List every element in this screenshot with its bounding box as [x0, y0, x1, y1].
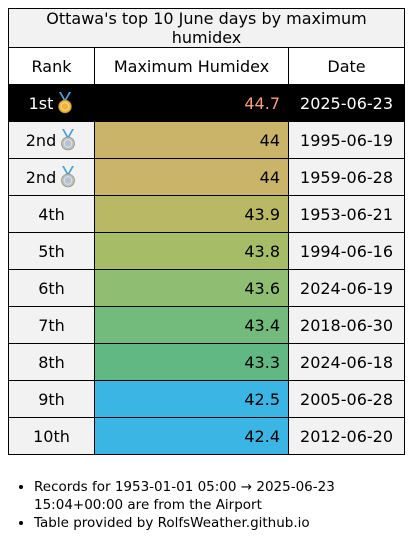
humidex-value-cell: 44: [94, 121, 289, 159]
humidex-value-cell: 44: [94, 158, 289, 196]
gold-medal-icon: [53, 92, 74, 114]
rank-cell: 10th: [8, 417, 95, 455]
rank-cell: 5th: [8, 232, 95, 270]
rank-cell: 1st: [8, 84, 95, 122]
note-item: Records for 1953-01-01 05:00 → 2025-06-2…: [34, 478, 404, 514]
rank-label: 7th: [38, 315, 65, 335]
humidex-value-cell: 43.9: [94, 195, 289, 233]
humidex-value-cell: 43.6: [94, 269, 289, 307]
table-row: 7th 43.4 2018-06-30: [8, 306, 406, 344]
silver-medal-icon: [56, 166, 77, 188]
humidex-value-cell: 44.7: [94, 84, 289, 122]
rank-label: 10th: [33, 426, 70, 446]
rank-label: 4th: [38, 204, 65, 224]
rank-label: 2nd: [25, 168, 57, 187]
humidex-value-cell: 42.4: [94, 417, 289, 455]
rank-cell: 2nd: [8, 121, 95, 159]
humidex-value-cell: 43.8: [94, 232, 289, 270]
header-rank: Rank: [8, 47, 95, 85]
date-cell: 2024-06-18: [287, 343, 406, 381]
rank-cell: 7th: [8, 306, 95, 344]
table-row: 1st 44.7 2025-06-23: [8, 84, 406, 122]
rank-cell: 2nd: [8, 158, 95, 196]
date-cell: 2005-06-28: [287, 380, 406, 418]
rank-cell: 6th: [8, 269, 95, 307]
humidex-value-cell: 42.5: [94, 380, 289, 418]
table-row: 2nd 44 1959-06-28: [8, 158, 406, 196]
table-row: 8th 43.3 2024-06-18: [8, 343, 406, 381]
rank-label: 9th: [38, 389, 65, 409]
rank-label: 8th: [38, 352, 65, 372]
table-title: Ottawa's top 10 June days by maximum hum…: [7, 8, 406, 48]
humidex-table-container: Ottawa's top 10 June days by maximum hum…: [7, 8, 406, 455]
silver-medal-icon: [56, 129, 77, 151]
header-maximum-humidex: Maximum Humidex: [94, 47, 289, 85]
date-cell: 1994-06-16: [287, 232, 406, 270]
date-cell: 2012-06-20: [287, 417, 406, 455]
date-cell: 1953-06-21: [287, 195, 406, 233]
rank-cell: 4th: [8, 195, 95, 233]
table-row: 10th 42.4 2012-06-20: [8, 417, 406, 455]
table-row: 5th 43.8 1994-06-16: [8, 232, 406, 270]
humidex-table: Ottawa's top 10 June days by maximum hum…: [7, 8, 406, 455]
table-row: 9th 42.5 2005-06-28: [8, 380, 406, 418]
rank-cell: 9th: [8, 380, 95, 418]
date-cell: 2024-06-19: [287, 269, 406, 307]
rank-cell: 8th: [8, 343, 95, 381]
humidex-value-cell: 43.4: [94, 306, 289, 344]
table-row: 2nd 44 1995-06-19: [8, 121, 406, 159]
header-date: Date: [287, 47, 406, 85]
rank-label: 6th: [38, 278, 65, 298]
note-item: Table provided by RolfsWeather.github.io: [34, 514, 404, 532]
date-cell: 1959-06-28: [287, 158, 406, 196]
notes-list: Records for 1953-01-01 05:00 → 2025-06-2…: [14, 478, 404, 532]
rank-label: 2nd: [25, 131, 57, 150]
table-row: 4th 43.9 1953-06-21: [8, 195, 406, 233]
rank-label: 1st: [28, 94, 54, 113]
humidex-value-cell: 43.3: [94, 343, 289, 381]
rank-label: 5th: [38, 241, 65, 261]
table-row: 6th 43.6 2024-06-19: [8, 269, 406, 307]
date-cell: 2025-06-23: [287, 84, 406, 122]
date-cell: 1995-06-19: [287, 121, 406, 159]
date-cell: 2018-06-30: [287, 306, 406, 344]
